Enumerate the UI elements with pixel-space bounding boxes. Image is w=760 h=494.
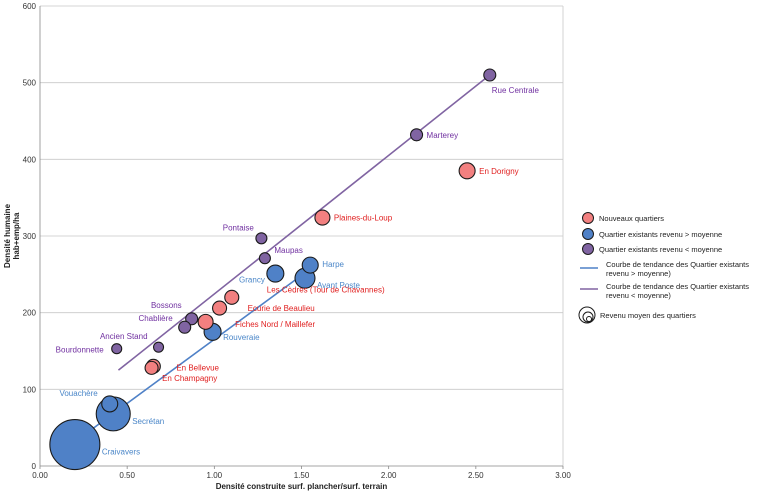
legend-quartier-moins-label: Quartier existants revenu < moyenne bbox=[599, 245, 722, 254]
point-label: En Dorigny bbox=[479, 167, 519, 176]
legend-quartier-moins-marker bbox=[582, 243, 594, 255]
point-label: En Bellevue bbox=[176, 363, 219, 372]
data-point bbox=[224, 289, 240, 305]
point-labels: Craivavers Secrétan Avant Poste Grancy Rouve… bbox=[56, 86, 540, 457]
point-label: Grancy bbox=[239, 276, 265, 285]
x-tick-label: 3.00 bbox=[555, 471, 571, 480]
legend-nouveaux-marker bbox=[582, 212, 594, 224]
x-tick-label: 1.50 bbox=[294, 471, 310, 480]
data-point bbox=[111, 343, 123, 355]
legend-trend-plus-line-text: revenu > moyenne) bbox=[606, 269, 671, 278]
data-point bbox=[458, 162, 476, 180]
legend-trend-plus-line-text: Courbe de tendance des Quartier existant… bbox=[606, 260, 749, 269]
data-point bbox=[483, 68, 497, 82]
legend-trend-plus-label: Courbe de tendance des Quartier existant… bbox=[606, 260, 749, 278]
y-tick-label: 400 bbox=[23, 155, 37, 164]
point-label: En Champagny bbox=[162, 374, 217, 383]
legend: Nouveaux quartiers Quartier existants re… bbox=[578, 212, 749, 324]
data-point bbox=[410, 128, 424, 142]
point-label: Ecurie de Beaulieu bbox=[248, 304, 315, 313]
point-label: Ancien Stand bbox=[100, 332, 148, 341]
data-point bbox=[212, 300, 228, 316]
data-points bbox=[49, 68, 497, 471]
legend-trend-moins-line-text: revenu < moyenne) bbox=[606, 291, 671, 300]
data-point bbox=[178, 320, 192, 334]
y-tick-label: 100 bbox=[23, 385, 37, 394]
point-label: Chablière bbox=[138, 314, 173, 323]
point-label: Maupas bbox=[274, 246, 302, 255]
point-label: Rouveraie bbox=[223, 333, 260, 342]
data-point bbox=[258, 252, 271, 265]
legend-quartier-plus-marker bbox=[582, 228, 594, 240]
data-point bbox=[301, 256, 319, 274]
point-label: Secrétan bbox=[132, 417, 164, 426]
gridlines bbox=[40, 5, 564, 466]
legend-quartier-plus-label: Quartier existants revenu > moyenne bbox=[599, 230, 722, 239]
data-point bbox=[101, 395, 119, 413]
x-tick-label: 1.00 bbox=[207, 471, 223, 480]
x-tick-label: 2.00 bbox=[381, 471, 397, 480]
y-tick-label: 0 bbox=[32, 462, 37, 471]
point-label: Marterey bbox=[427, 131, 459, 140]
point-label: Avant Poste bbox=[317, 281, 361, 290]
y-tick-label: 500 bbox=[23, 79, 37, 88]
point-label: Harpe bbox=[322, 260, 344, 269]
y-tick-label: 300 bbox=[23, 232, 37, 241]
point-label: Craivavers bbox=[102, 448, 140, 457]
point-label: Bossons bbox=[151, 301, 182, 310]
point-label: Rue Centrale bbox=[492, 86, 540, 95]
point-label: Les Cèdres (Tour de Chavannes) bbox=[267, 285, 385, 294]
data-point bbox=[185, 312, 199, 326]
data-point bbox=[152, 341, 165, 353]
legend-size-label: Revenu moyen des quartiers bbox=[600, 311, 696, 320]
data-point bbox=[49, 418, 101, 471]
point-label: Bourdonnette bbox=[56, 346, 105, 355]
data-point bbox=[314, 209, 331, 226]
y-tick-label: 200 bbox=[23, 309, 37, 318]
y-axis-title-line: Densité humaine bbox=[3, 203, 12, 268]
legend-size-marker bbox=[578, 306, 596, 324]
data-point bbox=[255, 232, 268, 245]
axes: 0 100 200 300 400 500 600 0.00 0.50 1.00 1.50 2.00 2… bbox=[23, 2, 572, 480]
legend-nouveaux-label: Nouveaux quartiers bbox=[599, 214, 664, 223]
x-tick-label: 0.50 bbox=[119, 471, 135, 480]
y-axis-title-line: hab+emp/ha bbox=[12, 212, 21, 259]
point-label: Pontaise bbox=[223, 223, 255, 232]
legend-trend-moins-label: Courbe de tendance des Quartier existant… bbox=[606, 282, 749, 300]
y-axis-title: Densité humainehab+emp/ha bbox=[3, 203, 21, 268]
y-tick-label: 600 bbox=[23, 2, 37, 11]
data-point bbox=[266, 264, 285, 283]
point-label: Fiches Nord / Maillefer bbox=[235, 320, 315, 329]
point-label: Plaines-du-Loup bbox=[334, 214, 393, 223]
trendline-revenu-moins bbox=[117, 74, 491, 371]
x-tick-label: 2.50 bbox=[468, 471, 484, 480]
x-axis-title: Densité construite surf. plancher/surf. … bbox=[216, 482, 388, 491]
data-point bbox=[197, 313, 214, 330]
legend-trend-moins-line-text: Courbe de tendance des Quartier existant… bbox=[606, 282, 749, 291]
point-label: Vouachère bbox=[59, 389, 98, 398]
x-tick-label: 0.00 bbox=[32, 471, 48, 480]
legend-size-circle-small bbox=[586, 316, 592, 322]
data-point bbox=[144, 360, 159, 375]
